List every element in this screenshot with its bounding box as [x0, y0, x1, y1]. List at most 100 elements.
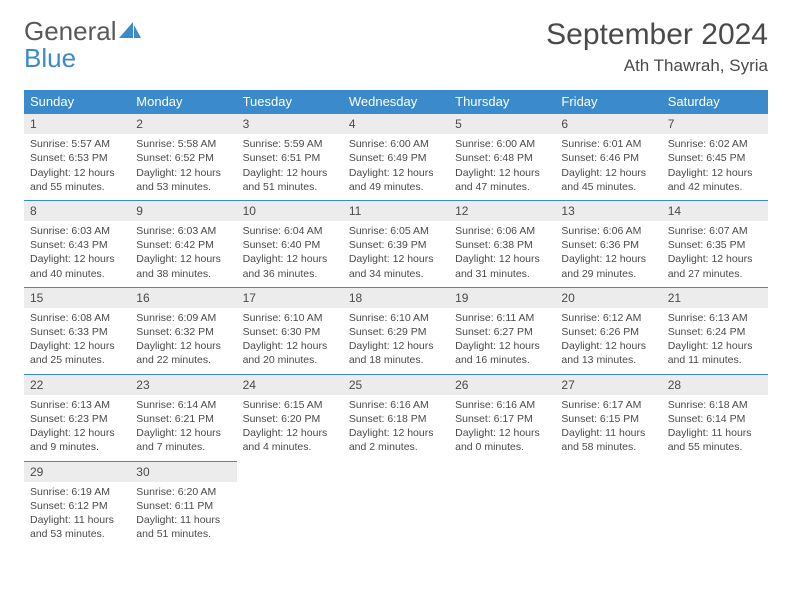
calendar-day-cell: 16Sunrise: 6:09 AMSunset: 6:32 PMDayligh… — [130, 287, 236, 374]
sunrise-line: Sunrise: 5:57 AM — [30, 137, 124, 151]
location: Ath Thawrah, Syria — [546, 56, 768, 76]
sunrise-line: Sunrise: 6:17 AM — [561, 398, 655, 412]
calendar-day-cell: 23Sunrise: 6:14 AMSunset: 6:21 PMDayligh… — [130, 374, 236, 461]
day-content: Sunrise: 6:10 AMSunset: 6:29 PMDaylight:… — [343, 308, 449, 374]
sunrise-line: Sunrise: 6:08 AM — [30, 311, 124, 325]
day-content: Sunrise: 6:06 AMSunset: 6:36 PMDaylight:… — [555, 221, 661, 287]
calendar-day-cell: 4Sunrise: 6:00 AMSunset: 6:49 PMDaylight… — [343, 113, 449, 200]
calendar-day-cell: 9Sunrise: 6:03 AMSunset: 6:42 PMDaylight… — [130, 200, 236, 287]
day-number: 2 — [130, 113, 236, 134]
sunset-line: Sunset: 6:21 PM — [136, 412, 230, 426]
calendar-body: 1Sunrise: 5:57 AMSunset: 6:53 PMDaylight… — [24, 113, 768, 547]
calendar-day-cell: 15Sunrise: 6:08 AMSunset: 6:33 PMDayligh… — [24, 287, 130, 374]
sunset-line: Sunset: 6:51 PM — [243, 151, 337, 165]
daylight-line: Daylight: 11 hours and 58 minutes. — [561, 426, 655, 454]
day-content: Sunrise: 6:11 AMSunset: 6:27 PMDaylight:… — [449, 308, 555, 374]
day-content: Sunrise: 6:08 AMSunset: 6:33 PMDaylight:… — [24, 308, 130, 374]
calendar-day-cell: 14Sunrise: 6:07 AMSunset: 6:35 PMDayligh… — [662, 200, 768, 287]
calendar-day-cell — [237, 461, 343, 548]
sunset-line: Sunset: 6:38 PM — [455, 238, 549, 252]
daylight-line: Daylight: 12 hours and 11 minutes. — [668, 339, 762, 367]
sunset-line: Sunset: 6:18 PM — [349, 412, 443, 426]
day-content: Sunrise: 6:01 AMSunset: 6:46 PMDaylight:… — [555, 134, 661, 200]
daylight-line: Daylight: 12 hours and 47 minutes. — [455, 166, 549, 194]
sunrise-line: Sunrise: 6:01 AM — [561, 137, 655, 151]
calendar-day-cell: 7Sunrise: 6:02 AMSunset: 6:45 PMDaylight… — [662, 113, 768, 200]
day-number: 15 — [24, 287, 130, 308]
day-number: 19 — [449, 287, 555, 308]
sunrise-line: Sunrise: 6:18 AM — [668, 398, 762, 412]
calendar-day-cell: 10Sunrise: 6:04 AMSunset: 6:40 PMDayligh… — [237, 200, 343, 287]
sunrise-line: Sunrise: 6:09 AM — [136, 311, 230, 325]
day-number: 5 — [449, 113, 555, 134]
sunset-line: Sunset: 6:53 PM — [30, 151, 124, 165]
sunrise-line: Sunrise: 5:58 AM — [136, 137, 230, 151]
day-number: 17 — [237, 287, 343, 308]
day-number: 30 — [130, 461, 236, 482]
day-number: 25 — [343, 374, 449, 395]
sunrise-line: Sunrise: 6:15 AM — [243, 398, 337, 412]
day-content: Sunrise: 6:16 AMSunset: 6:18 PMDaylight:… — [343, 395, 449, 461]
day-content: Sunrise: 6:18 AMSunset: 6:14 PMDaylight:… — [662, 395, 768, 461]
calendar-week-row: 1Sunrise: 5:57 AMSunset: 6:53 PMDaylight… — [24, 113, 768, 200]
daylight-line: Daylight: 12 hours and 36 minutes. — [243, 252, 337, 280]
logo-word2: Blue — [24, 43, 76, 73]
calendar-week-row: 29Sunrise: 6:19 AMSunset: 6:12 PMDayligh… — [24, 461, 768, 548]
sunrise-line: Sunrise: 5:59 AM — [243, 137, 337, 151]
sunset-line: Sunset: 6:20 PM — [243, 412, 337, 426]
sunrise-line: Sunrise: 6:16 AM — [349, 398, 443, 412]
day-content: Sunrise: 6:04 AMSunset: 6:40 PMDaylight:… — [237, 221, 343, 287]
day-number: 21 — [662, 287, 768, 308]
daylight-line: Daylight: 12 hours and 45 minutes. — [561, 166, 655, 194]
daylight-line: Daylight: 12 hours and 4 minutes. — [243, 426, 337, 454]
sunset-line: Sunset: 6:36 PM — [561, 238, 655, 252]
day-number: 3 — [237, 113, 343, 134]
sunrise-line: Sunrise: 6:06 AM — [561, 224, 655, 238]
calendar-day-cell: 22Sunrise: 6:13 AMSunset: 6:23 PMDayligh… — [24, 374, 130, 461]
day-content: Sunrise: 6:02 AMSunset: 6:45 PMDaylight:… — [662, 134, 768, 200]
sunset-line: Sunset: 6:32 PM — [136, 325, 230, 339]
day-number: 29 — [24, 461, 130, 482]
sunset-line: Sunset: 6:35 PM — [668, 238, 762, 252]
sunset-line: Sunset: 6:17 PM — [455, 412, 549, 426]
day-number: 10 — [237, 200, 343, 221]
sunset-line: Sunset: 6:29 PM — [349, 325, 443, 339]
calendar-week-row: 22Sunrise: 6:13 AMSunset: 6:23 PMDayligh… — [24, 374, 768, 461]
sunrise-line: Sunrise: 6:00 AM — [349, 137, 443, 151]
sunrise-line: Sunrise: 6:19 AM — [30, 485, 124, 499]
month-title: September 2024 — [546, 18, 768, 52]
logo: General Blue — [24, 18, 141, 72]
sunrise-line: Sunrise: 6:13 AM — [30, 398, 124, 412]
daylight-line: Daylight: 12 hours and 55 minutes. — [30, 166, 124, 194]
day-number: 9 — [130, 200, 236, 221]
calendar-day-cell: 12Sunrise: 6:06 AMSunset: 6:38 PMDayligh… — [449, 200, 555, 287]
sunset-line: Sunset: 6:43 PM — [30, 238, 124, 252]
daylight-line: Daylight: 12 hours and 20 minutes. — [243, 339, 337, 367]
sunset-line: Sunset: 6:39 PM — [349, 238, 443, 252]
day-number: 14 — [662, 200, 768, 221]
day-number: 4 — [343, 113, 449, 134]
sunset-line: Sunset: 6:40 PM — [243, 238, 337, 252]
calendar-day-cell: 18Sunrise: 6:10 AMSunset: 6:29 PMDayligh… — [343, 287, 449, 374]
day-number: 8 — [24, 200, 130, 221]
weekday-header: Thursday — [449, 90, 555, 113]
daylight-line: Daylight: 12 hours and 31 minutes. — [455, 252, 549, 280]
day-content: Sunrise: 6:06 AMSunset: 6:38 PMDaylight:… — [449, 221, 555, 287]
sunrise-line: Sunrise: 6:03 AM — [30, 224, 124, 238]
daylight-line: Daylight: 12 hours and 13 minutes. — [561, 339, 655, 367]
daylight-line: Daylight: 12 hours and 22 minutes. — [136, 339, 230, 367]
sunrise-line: Sunrise: 6:05 AM — [349, 224, 443, 238]
daylight-line: Daylight: 11 hours and 55 minutes. — [668, 426, 762, 454]
day-content: Sunrise: 5:58 AMSunset: 6:52 PMDaylight:… — [130, 134, 236, 200]
day-content: Sunrise: 6:00 AMSunset: 6:48 PMDaylight:… — [449, 134, 555, 200]
day-number: 12 — [449, 200, 555, 221]
day-content: Sunrise: 6:16 AMSunset: 6:17 PMDaylight:… — [449, 395, 555, 461]
sunrise-line: Sunrise: 6:14 AM — [136, 398, 230, 412]
calendar-day-cell: 3Sunrise: 5:59 AMSunset: 6:51 PMDaylight… — [237, 113, 343, 200]
day-number: 23 — [130, 374, 236, 395]
sunset-line: Sunset: 6:14 PM — [668, 412, 762, 426]
daylight-line: Daylight: 12 hours and 0 minutes. — [455, 426, 549, 454]
daylight-line: Daylight: 12 hours and 49 minutes. — [349, 166, 443, 194]
sunset-line: Sunset: 6:11 PM — [136, 499, 230, 513]
weekday-header: Saturday — [662, 90, 768, 113]
